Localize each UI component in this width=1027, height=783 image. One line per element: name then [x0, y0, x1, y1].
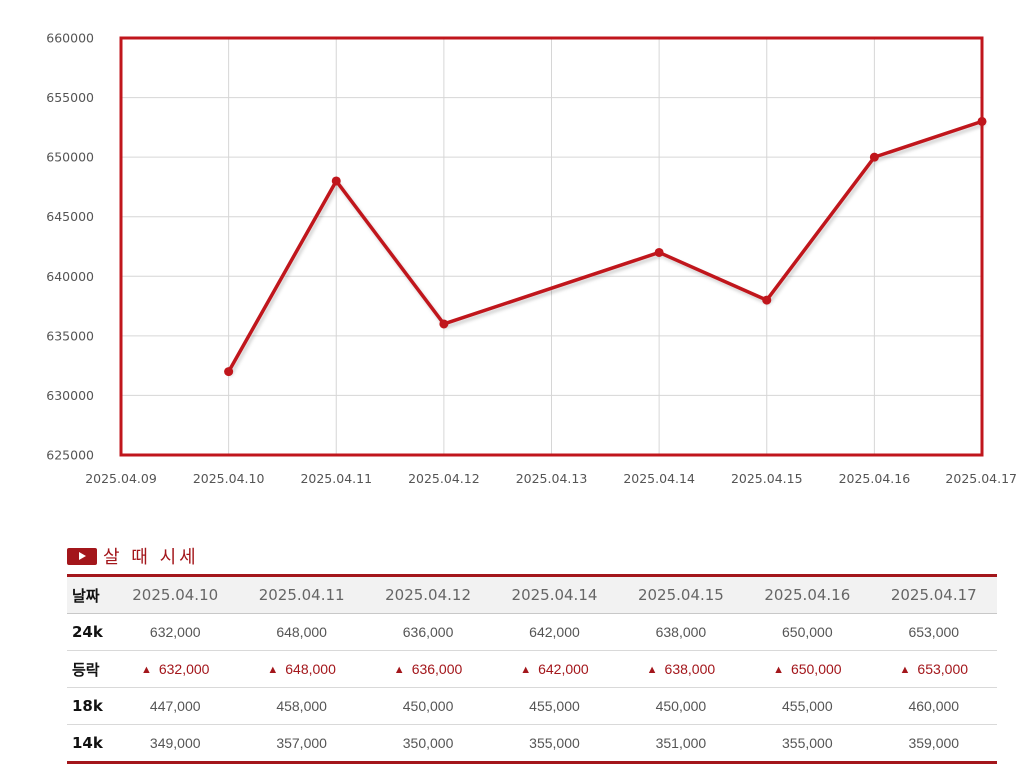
date-header: 2025.04.15 — [617, 575, 745, 614]
row-label: 등락 — [67, 650, 112, 688]
x-tick-label: 2025.04.14 — [623, 471, 695, 486]
data-point — [224, 367, 234, 377]
x-tick-label: 2025.04.09 — [85, 471, 157, 486]
price-cell: 636,000 — [364, 613, 492, 651]
y-tick-label: 635000 — [46, 328, 94, 343]
price-cell: 359,000 — [908, 735, 960, 751]
price-cell: 632,000 — [112, 613, 239, 651]
price-cell: 450,000 — [617, 687, 745, 725]
row-label: 14k — [72, 734, 103, 752]
date-header: 2025.04.12 — [364, 575, 492, 614]
change-value: 653,000 — [917, 661, 969, 677]
change-value: 632,000 — [158, 661, 210, 677]
date-header: 2025.04.14 — [491, 575, 618, 614]
price-cell: 350,000 — [402, 735, 454, 751]
x-tick-label: 2025.04.11 — [300, 471, 372, 486]
price-cell: 650,000 — [744, 613, 871, 651]
table-row-14k: 14k 349,000 357,000 350,000 355,000 351,… — [67, 725, 997, 763]
change-cell: ▲ 642,000 — [491, 650, 618, 688]
change-cell: ▲ 653,000 — [870, 650, 997, 688]
change-value: 638,000 — [664, 661, 716, 677]
data-point — [869, 152, 879, 162]
chart-gridlines — [120, 37, 983, 456]
date-header: 2025.04.10 — [112, 575, 239, 614]
date-header: 2025.04.17 — [870, 575, 997, 614]
y-tick-label: 640000 — [46, 269, 94, 284]
change-cell: ▲ 632,000 — [112, 650, 239, 688]
triangle-up-icon: ▲ — [267, 664, 279, 676]
series-gold-price — [224, 116, 987, 377]
x-tick-label: 2025.04.10 — [193, 471, 265, 486]
row-label: 24k — [67, 613, 112, 651]
x-axis-tick-labels: 2025.04.09 2025.04.10 2025.04.11 2025.04.12… — [85, 471, 1017, 486]
y-tick-label: 630000 — [46, 388, 94, 403]
data-point — [762, 295, 772, 305]
change-value: 648,000 — [285, 661, 336, 677]
price-cell: 638,000 — [617, 613, 745, 651]
price-cell: 450,000 — [364, 687, 492, 725]
triangle-up-icon: ▲ — [899, 664, 911, 676]
section-header: 살 때 시세 — [67, 543, 199, 569]
price-cell: 355,000 — [529, 735, 580, 751]
price-line-chart: 625000 630000 635000 640000 645000 650000 6550… — [46, 31, 1017, 487]
change-cell: ▲ 636,000 — [364, 650, 492, 688]
price-cell: 349,000 — [149, 735, 201, 751]
y-axis-tick-labels: 625000 630000 635000 640000 645000 650000 6550… — [46, 31, 94, 463]
price-cell: 447,000 — [112, 687, 239, 725]
price-cell: 653,000 — [870, 613, 997, 651]
x-tick-label: 2025.04.16 — [839, 471, 911, 486]
y-tick-label: 625000 — [46, 448, 94, 463]
price-cell: 455,000 — [491, 687, 618, 725]
table-row-18k: 18k 447,000 458,000 450,000 455,000 450,… — [67, 687, 997, 725]
x-tick-label: 2025.04.12 — [408, 471, 480, 486]
data-point — [331, 176, 341, 186]
x-tick-label: 2025.04.13 — [516, 471, 588, 486]
price-cell: 642,000 — [491, 613, 618, 651]
triangle-up-icon: ▲ — [140, 664, 152, 676]
header-label: 날짜 — [67, 575, 112, 614]
triangle-up-icon: ▲ — [393, 664, 405, 676]
x-tick-label: 2025.04.17 — [945, 471, 1017, 486]
y-tick-label: 655000 — [46, 90, 94, 105]
y-tick-label: 650000 — [46, 150, 94, 165]
y-tick-label: 645000 — [46, 209, 94, 224]
row-label: 18k — [67, 687, 112, 725]
price-table: 날짜 2025.04.10 2025.04.11 2025.04.12 2025… — [67, 574, 997, 764]
price-cell: 357,000 — [276, 735, 327, 751]
change-cell: ▲ 648,000 — [238, 650, 365, 688]
triangle-up-icon: ▲ — [520, 664, 532, 676]
series-line — [226, 119, 984, 374]
price-cell: 458,000 — [238, 687, 365, 725]
y-tick-label: 660000 — [46, 31, 94, 46]
change-cell: ▲ 650,000 — [744, 650, 871, 688]
price-cell: 648,000 — [238, 613, 365, 651]
change-value: 636,000 — [411, 661, 463, 677]
data-point — [439, 319, 449, 329]
section-title: 살 때 시세 — [103, 547, 199, 568]
change-value: 642,000 — [538, 661, 589, 677]
plot-frame — [119, 36, 984, 457]
x-tick-label: 2025.04.15 — [731, 471, 803, 486]
change-cell: ▲ 638,000 — [617, 650, 745, 688]
price-cell: 460,000 — [870, 687, 997, 725]
table-row-24k: 24k 632,000 648,000 636,000 642,000 638,… — [67, 613, 997, 651]
data-point — [654, 247, 664, 257]
triangle-up-icon: ▲ — [773, 664, 784, 676]
table-row-change: 등락 ▲ 632,000 ▲ 648,000 ▲ 636,000 ▲ 642,000 ▲… — [67, 650, 997, 688]
triangle-up-icon: ▲ — [646, 664, 658, 676]
date-header: 2025.04.11 — [238, 575, 365, 614]
table-header-row: 날짜 2025.04.10 2025.04.11 2025.04.12 2025… — [67, 575, 997, 614]
change-value: 650,000 — [790, 661, 842, 677]
price-cell: 351,000 — [655, 735, 707, 751]
price-cell: 355,000 — [782, 735, 833, 751]
play-icon — [67, 547, 97, 565]
price-cell: 455,000 — [744, 687, 871, 725]
date-header: 2025.04.16 — [744, 575, 871, 614]
